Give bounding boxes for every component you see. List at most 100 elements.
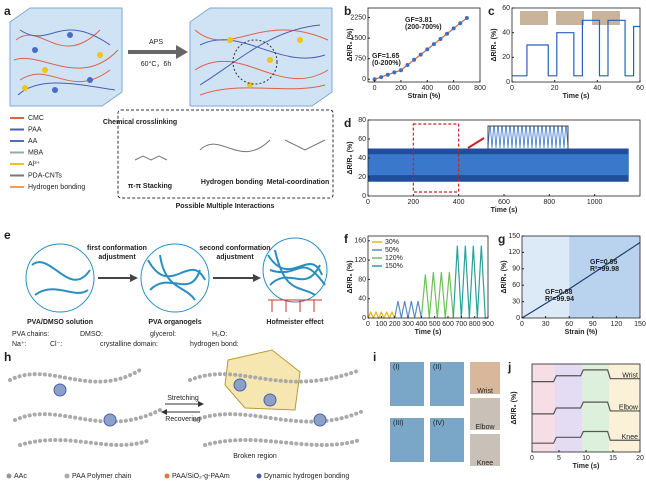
decoration	[199, 139, 271, 153]
zoom-box	[412, 123, 460, 193]
point	[379, 75, 384, 80]
annotation: R²=99.98	[590, 266, 619, 273]
x-tick-label: 400	[415, 321, 427, 328]
point	[464, 16, 469, 21]
decoration	[470, 362, 500, 394]
y-tick-label: 60	[512, 282, 520, 289]
annotation: GF=3.81	[405, 17, 433, 24]
y-tick-label: 750	[354, 56, 366, 63]
x-tick-label: 400	[453, 199, 465, 206]
x-tick-label: 0	[530, 455, 534, 462]
state-label: PVA organogels	[148, 319, 201, 326]
panel-label: b	[344, 4, 351, 18]
y-tick-label: 90	[512, 266, 520, 273]
decoration	[103, 413, 117, 427]
panel-label: a	[4, 4, 11, 18]
legend-label: Dynamic hydrogen bonding	[264, 473, 349, 480]
decoration	[53, 383, 67, 397]
x-tick-label: 400	[421, 85, 433, 92]
series-line	[420, 272, 454, 319]
legend-swatch	[256, 473, 262, 479]
stage-label: (II)	[433, 364, 442, 371]
legend-label: crystalline domain:	[100, 341, 158, 348]
x-tick-label: 0	[373, 85, 377, 92]
legend-label: Al³⁺	[28, 161, 41, 168]
legend-swatch	[164, 473, 170, 479]
stage-label: (I)	[393, 364, 400, 371]
legend-label: PAA Polymer chain	[72, 473, 132, 480]
x-tick-label: 600	[498, 199, 510, 206]
decoration	[268, 299, 322, 312]
y-tick-label: 80	[358, 276, 366, 283]
y-tick-label: 20	[358, 174, 366, 181]
x-tick-label: 30	[542, 321, 550, 328]
legend-label: glycerol:	[150, 331, 176, 338]
decoration	[267, 57, 273, 63]
x-tick-label: 5	[557, 455, 561, 462]
point	[418, 52, 423, 57]
decoration	[134, 139, 326, 161]
decoration	[198, 401, 204, 407]
y-tick-label: 150	[508, 233, 520, 240]
decoration	[233, 378, 247, 392]
caption: Possible Multiple Interactions	[176, 203, 275, 210]
x-tick-label: 600	[448, 85, 460, 92]
x-tick-label: 700	[455, 321, 467, 328]
series-line	[532, 430, 640, 444]
series-label: Knee	[622, 434, 638, 441]
decoration	[97, 52, 103, 58]
legend-label: DMSO:	[80, 331, 103, 338]
decoration	[297, 37, 303, 43]
series-line	[367, 310, 396, 320]
point	[392, 70, 397, 75]
annotation: R²=99.94	[545, 296, 574, 303]
decoration	[224, 349, 301, 411]
region	[569, 236, 640, 318]
legend-label: AAc	[14, 473, 27, 480]
band	[368, 154, 629, 176]
x-tick-label: 900	[482, 321, 494, 328]
annotation: GF=0.88	[545, 289, 573, 296]
decoration	[147, 254, 206, 301]
decoration	[9, 7, 123, 107]
x-tick-label: 100	[375, 321, 387, 328]
x-tick-label: 15	[609, 455, 617, 462]
step-label: second conformation	[199, 245, 270, 252]
decoration	[556, 11, 584, 25]
joint-label: Elbow	[475, 424, 495, 431]
series-line	[532, 401, 640, 415]
decoration	[140, 243, 210, 313]
y-axis-label: ΔR/R₀ (%)	[347, 28, 354, 61]
x-tick-label: 0	[510, 85, 514, 92]
decoration	[22, 52, 103, 91]
x-tick-label: 60	[636, 85, 644, 92]
series-line	[521, 242, 641, 319]
decoration	[253, 274, 261, 282]
x-tick-label: 0	[520, 321, 524, 328]
decoration	[188, 368, 367, 447]
state-label: Hofmeister effect	[266, 319, 324, 326]
x-tick-label: 0	[366, 199, 370, 206]
decoration	[232, 39, 278, 85]
x-tick-label: 200	[407, 199, 419, 206]
decoration	[189, 7, 333, 107]
x-axis-label: Time (s)	[563, 93, 590, 100]
x-tick-label: 150	[634, 321, 646, 328]
decoration	[470, 434, 500, 466]
decoration	[520, 11, 548, 25]
decoration	[532, 364, 555, 452]
legend-label: 120%	[385, 255, 403, 262]
decoration	[194, 29, 329, 96]
legend-label: 50%	[385, 247, 399, 254]
decoration	[390, 362, 424, 406]
x-tick-label: 0	[366, 321, 370, 328]
series-line	[394, 301, 422, 319]
region	[522, 236, 570, 318]
y-axis-label: ΔR/R₀ (%)	[347, 141, 354, 174]
y-axis-label: ΔR/R₀ (%)	[347, 260, 354, 293]
joint-label: Knee	[477, 460, 493, 467]
decoration	[8, 368, 367, 447]
x-tick-label: 90	[589, 321, 597, 328]
y-tick-label: 0	[362, 193, 366, 200]
x-tick-label: 20	[636, 455, 644, 462]
